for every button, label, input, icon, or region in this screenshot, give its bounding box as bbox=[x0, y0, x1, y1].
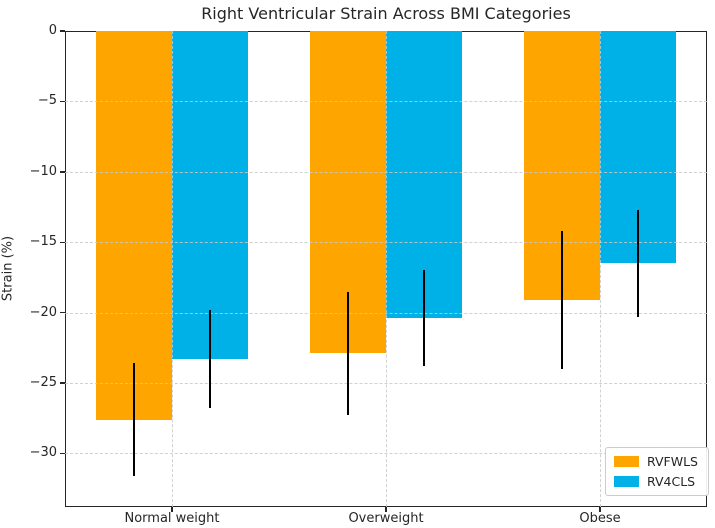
bar-rv4cls-normal-weight bbox=[172, 31, 248, 360]
y-tick-label-0: 0 bbox=[48, 23, 57, 38]
errorbar-rvfwls-obese bbox=[561, 230, 563, 369]
errorbar-rv4cls-overweight bbox=[423, 270, 425, 367]
legend-swatch-rv4cls bbox=[613, 476, 639, 487]
errorbar-rvfwls-overweight bbox=[347, 291, 349, 416]
y-tick-label-30: −30 bbox=[29, 445, 57, 461]
y-tick-0 bbox=[60, 30, 65, 32]
y-tick-10 bbox=[60, 171, 65, 173]
legend-label-rvfwls: RVFWLS bbox=[646, 454, 698, 469]
y-tick-20 bbox=[60, 311, 65, 314]
y-tick-5 bbox=[60, 100, 65, 103]
x-tick-normal-weight bbox=[171, 507, 173, 512]
bar-rv4cls-overweight bbox=[386, 31, 462, 319]
x-tick-overweight bbox=[385, 507, 387, 512]
y-tick-label-15: −15 bbox=[29, 234, 57, 250]
x-tick-label-overweight: Overweight bbox=[348, 511, 424, 526]
legend-label-rv4cls: RV4CLS bbox=[646, 474, 696, 489]
y-tick-label-5: −5 bbox=[37, 93, 57, 109]
legend-swatch-rvfwls bbox=[613, 456, 639, 467]
x-tick-obese bbox=[599, 507, 601, 512]
legend-entry-rvfwls: RVFWLS bbox=[613, 454, 698, 469]
y-tick-15 bbox=[60, 241, 65, 243]
gridline-x-overweight bbox=[386, 31, 387, 507]
x-tick-label-obese: Obese bbox=[579, 511, 621, 526]
y-tick-label-20: −20 bbox=[29, 304, 57, 320]
plot-area bbox=[65, 31, 707, 507]
bar-rvfwls-normal-weight bbox=[96, 31, 172, 420]
y-tick-label-10: −10 bbox=[29, 163, 57, 179]
errorbar-rv4cls-normal-weight bbox=[209, 309, 211, 409]
chart-title: Right Ventricular Strain Across BMI Cate… bbox=[201, 4, 571, 23]
y-tick-label-25: −25 bbox=[29, 375, 57, 391]
y-tick-30 bbox=[60, 452, 65, 455]
errorbar-rv4cls-obese bbox=[637, 209, 639, 317]
y-tick-25 bbox=[60, 382, 65, 384]
x-tick-label-normal-weight: Normal weight bbox=[124, 511, 220, 526]
legend: RVFWLS RV4CLS bbox=[604, 447, 709, 496]
errorbar-rvfwls-normal-weight bbox=[133, 363, 135, 476]
gridline-x-obese bbox=[600, 31, 601, 507]
legend-entry-rv4cls: RV4CLS bbox=[613, 474, 698, 489]
gridline-x-normal-weight bbox=[172, 31, 173, 507]
